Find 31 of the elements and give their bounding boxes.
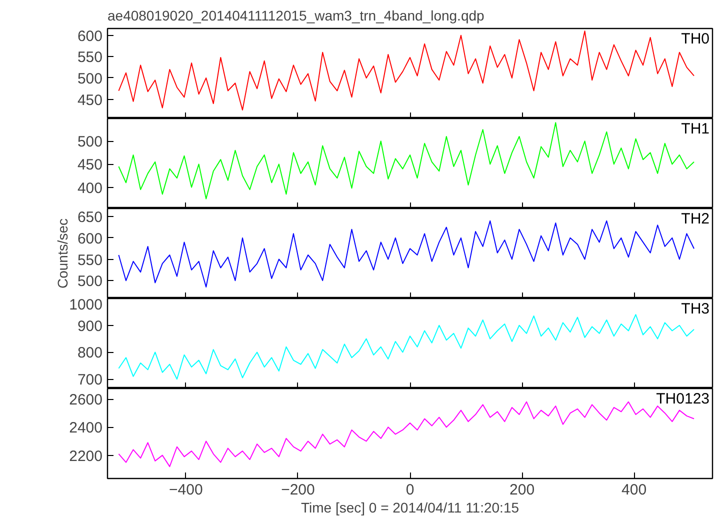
y-tick-label: 2200: [69, 448, 103, 465]
y-tick-label: 900: [77, 318, 103, 335]
y-tick-label: 600: [77, 230, 103, 248]
y-tick-label: 450: [77, 92, 103, 109]
y-axis-title: Counts/sec: [54, 218, 70, 289]
y-tick-label: 400: [77, 180, 103, 197]
y-tick-label: 650: [77, 209, 103, 226]
y-tick-label: 500: [77, 273, 103, 290]
x-tick-label: −400: [169, 482, 203, 498]
x-tick-label: 200: [510, 482, 535, 498]
series-label: TH2: [681, 210, 710, 228]
chart-title: ae408019020_20140411112015_wam3_trn_4band_long.qdp: [108, 8, 485, 24]
y-tick-label: 2600: [69, 392, 103, 409]
y-tick-label: 500: [77, 134, 103, 151]
y-tick-label: 550: [77, 49, 103, 66]
x-tick-label: 0: [406, 482, 414, 498]
y-tick-label: 800: [77, 344, 103, 362]
y-tick-label: 600: [77, 28, 103, 45]
x-axis-title: Time [sec] 0 = 2014/04/11 11:20:15: [300, 500, 520, 516]
x-tick-label: −200: [281, 482, 315, 498]
series-label: TH1: [681, 120, 710, 138]
series-label: TH0: [681, 30, 710, 48]
x-tick-label: 400: [622, 482, 647, 498]
y-tick-label: 1000: [69, 296, 103, 314]
y-tick-label: 2400: [69, 420, 103, 437]
y-tick-label: 450: [77, 156, 103, 174]
series-label: TH3: [681, 300, 710, 318]
series-label: TH0123: [656, 390, 710, 408]
y-tick-label: 500: [77, 70, 103, 88]
y-tick-label: 700: [77, 372, 103, 389]
y-tick-label: 550: [77, 252, 103, 269]
